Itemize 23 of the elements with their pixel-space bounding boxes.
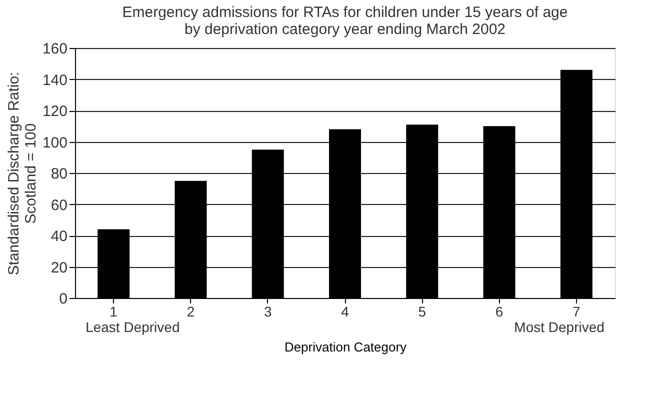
text: Standardised Discharge Ratio:: [5, 72, 22, 276]
y-tick-label: 80: [50, 166, 68, 182]
y-tick-label: 0: [59, 290, 68, 308]
x-tick-label: 7: [572, 304, 581, 320]
text: Scotland = 100: [22, 123, 40, 224]
y-tick-label: 160: [42, 40, 68, 58]
y-tick-label: 40: [50, 228, 68, 245]
x-tick-label: 5: [418, 304, 426, 320]
text: Least Deprived: [86, 319, 180, 335]
x-tick-label: 3: [264, 304, 272, 320]
x-axis-title: Deprivation Category: [284, 340, 408, 354]
y-tick-label: 20: [50, 259, 68, 276]
text: Emergency admissions for RTAs for children under 15 years of age: [122, 4, 568, 21]
x-tick-label: 1: [110, 304, 118, 320]
y-tick-label: 60: [50, 196, 68, 214]
y-tick-label: 140: [42, 72, 68, 89]
x-tick-label: 4: [341, 304, 350, 320]
text: Most Deprived: [514, 319, 604, 335]
text: by deprivation category year ending March 2002: [184, 21, 506, 38]
x-tick-label: 2: [186, 304, 195, 320]
x-tick-label: 6: [495, 304, 504, 320]
y-tick-label: 120: [42, 103, 68, 120]
y-tick-label: 100: [42, 134, 68, 152]
